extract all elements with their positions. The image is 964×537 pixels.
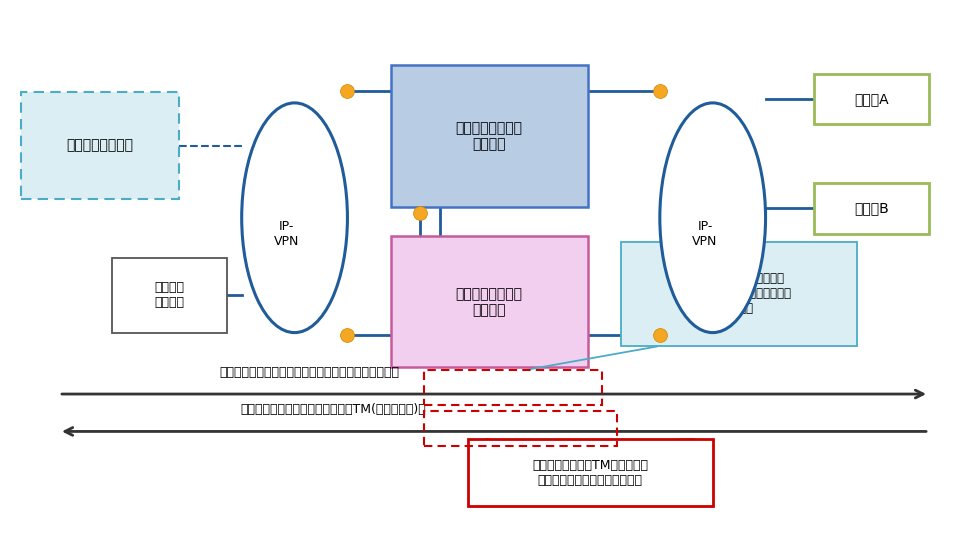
Text: 制御情報（死活情報・応諾情報・TM(需要抑制量)）: 制御情報（死活情報・応諾情報・TM(需要抑制量)） bbox=[240, 403, 426, 417]
FancyBboxPatch shape bbox=[390, 236, 588, 367]
Ellipse shape bbox=[242, 103, 347, 332]
FancyBboxPatch shape bbox=[814, 74, 929, 124]
Text: IP-
VPN: IP- VPN bbox=[692, 220, 717, 248]
FancyBboxPatch shape bbox=[468, 439, 712, 506]
Text: IP-
VPN: IP- VPN bbox=[274, 220, 300, 248]
Point bbox=[339, 330, 355, 339]
Point bbox=[652, 330, 667, 339]
Text: 制御情報を送信（需要抑制指令、レポート要求など）: 制御情報を送信（需要抑制指令、レポート要求など） bbox=[219, 366, 399, 379]
Point bbox=[339, 86, 355, 95]
FancyBboxPatch shape bbox=[622, 242, 857, 346]
Text: アグリB: アグリB bbox=[854, 201, 889, 215]
Text: 各社中給システム: 各社中給システム bbox=[67, 139, 133, 153]
FancyBboxPatch shape bbox=[112, 258, 228, 332]
Text: アグリA: アグリA bbox=[854, 92, 889, 106]
Text: 既設運用
拠点端末: 既設運用 拠点端末 bbox=[154, 281, 184, 309]
Text: 簡易指令システム
（関西）: 簡易指令システム （関西） bbox=[456, 287, 522, 317]
Point bbox=[652, 86, 667, 95]
FancyBboxPatch shape bbox=[814, 183, 929, 234]
Text: 簡易指令システム
（東京）: 簡易指令システム （東京） bbox=[456, 121, 522, 151]
Text: 需給調整市場ではTM情報として
状態報告（応動実績等）が必要: 需給調整市場ではTM情報として 状態報告（応動実績等）が必要 bbox=[532, 459, 648, 487]
FancyBboxPatch shape bbox=[20, 92, 179, 199]
Ellipse shape bbox=[659, 103, 765, 332]
FancyBboxPatch shape bbox=[390, 66, 588, 207]
Point bbox=[412, 208, 427, 217]
Text: 応動時間の短い電源は上り情
報の「種類・粒度・頻度」が異な
る想定。: 応動時間の短い電源は上り情 報の「種類・粒度・頻度」が異な る想定。 bbox=[686, 272, 791, 315]
